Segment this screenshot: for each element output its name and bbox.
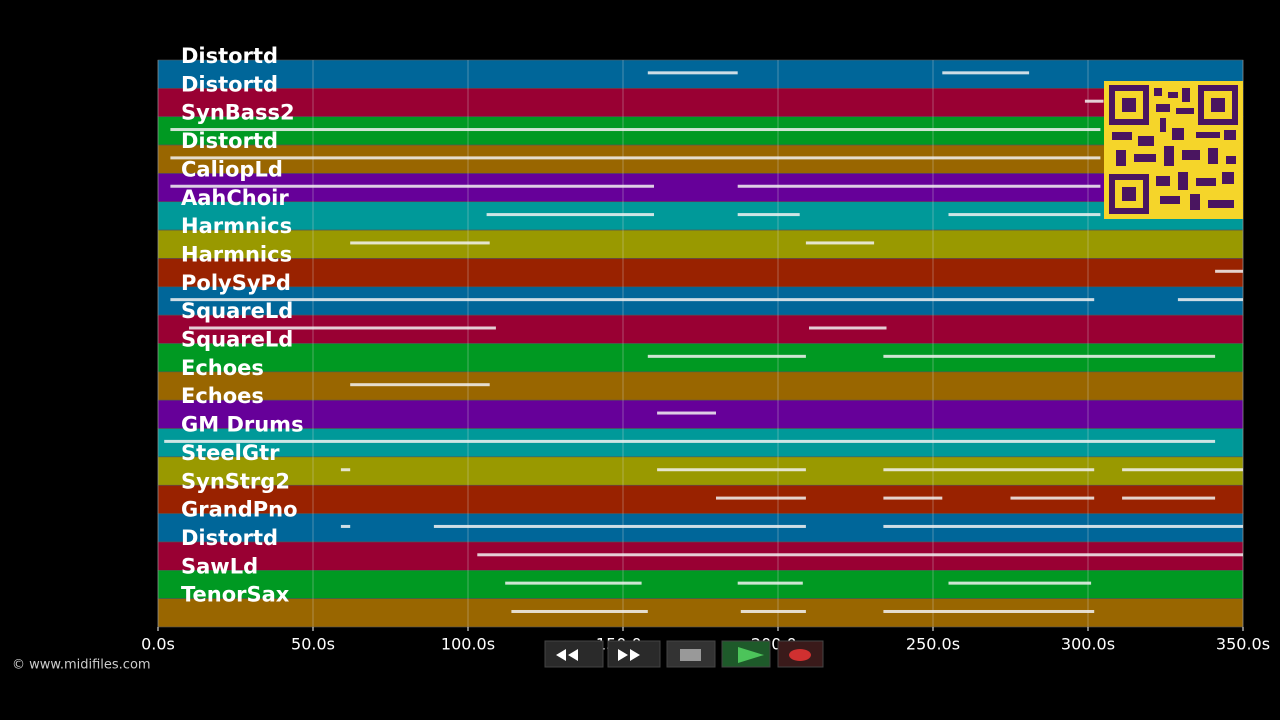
note: [942, 71, 1030, 75]
note: [805, 241, 875, 245]
track-label: Echoes: [181, 384, 264, 408]
tick-label: 50.0s: [291, 635, 335, 654]
note: [883, 609, 1095, 613]
qr-dot: [1122, 187, 1136, 201]
note: [164, 439, 1216, 443]
qr-finder: [1198, 85, 1238, 125]
note: [189, 326, 496, 330]
stop-button[interactable]: [666, 640, 716, 668]
qr-dot: [1211, 98, 1225, 112]
note: [883, 468, 1095, 472]
note: [647, 71, 738, 75]
tick-label: 0.0s: [141, 635, 175, 654]
note: [1122, 496, 1216, 500]
note: [511, 609, 648, 613]
track-label: Distortd: [181, 72, 278, 96]
track-label: SynStrg2: [181, 469, 290, 493]
qr-dot: [1122, 98, 1136, 112]
track-label: GrandPno: [181, 498, 298, 522]
record-icon: [789, 649, 811, 661]
note: [486, 213, 654, 217]
note: [433, 524, 806, 528]
track-label: Echoes: [181, 356, 264, 380]
note: [477, 553, 1243, 557]
note: [716, 496, 806, 500]
note: [170, 184, 654, 188]
forward-button[interactable]: [607, 640, 661, 668]
note: [505, 581, 642, 585]
note: [737, 184, 1101, 188]
track-band: [157, 258, 1244, 288]
note: [340, 524, 351, 528]
credit: © www.midifiles.com: [12, 658, 151, 673]
note: [170, 156, 1101, 160]
track-label: SynBass2: [181, 101, 295, 125]
track-label: PolySyPd: [181, 271, 291, 295]
track-label: Distortd: [181, 44, 278, 68]
track-band: [157, 88, 1244, 117]
note: [170, 298, 1095, 302]
track-label: SteelGtr: [181, 441, 280, 465]
note: [1010, 496, 1095, 500]
note: [740, 609, 806, 613]
qr-finder: [1109, 174, 1149, 214]
track-label: SquareLd: [181, 299, 293, 323]
track-label: AahChoir: [181, 186, 289, 210]
track-label: Distortd: [181, 129, 278, 153]
track-label: TenorSax: [181, 583, 290, 607]
note: [170, 128, 1101, 132]
note: [883, 354, 1216, 358]
rewind-button[interactable]: [544, 640, 604, 668]
note: [948, 213, 1101, 217]
stop-icon: [680, 649, 701, 661]
note: [657, 468, 806, 472]
track-bands: [157, 59, 1244, 628]
rewind-icon: [556, 649, 578, 661]
track-labels: Distortd Distortd SynBass2 Distortd CaliopLd…: [181, 44, 304, 607]
forward-icon: [618, 649, 640, 661]
play-button[interactable]: [721, 640, 771, 668]
note: [1084, 99, 1104, 103]
track-band: [157, 598, 1244, 628]
transport-controls: [544, 640, 824, 668]
tick-label: 300.0s: [1061, 635, 1115, 654]
note: [1177, 298, 1243, 302]
track-label: Harmnics: [181, 214, 292, 238]
track-label: Distortd: [181, 526, 278, 550]
qr-modules: [1112, 88, 1236, 210]
note: [340, 468, 351, 472]
note: [350, 383, 490, 387]
note: [350, 241, 490, 245]
track-label: SquareLd: [181, 328, 293, 352]
note: [809, 326, 887, 330]
qr-code: [1104, 81, 1243, 219]
qr-finder: [1109, 85, 1149, 125]
note: [883, 496, 943, 500]
note: [948, 581, 1092, 585]
track-label: CaliopLd: [181, 157, 283, 181]
time-grid: [157, 60, 1244, 627]
note: [647, 354, 806, 358]
play-icon: [738, 647, 764, 663]
track-label: GM Drums: [181, 413, 304, 437]
record-button[interactable]: [777, 640, 824, 668]
notes: [164, 71, 1243, 613]
note: [883, 524, 1243, 528]
track-label: Harmnics: [181, 242, 292, 266]
track-band: [157, 371, 1244, 401]
tick-label: 350.0s: [1216, 635, 1270, 654]
note: [737, 581, 803, 585]
note: [1215, 269, 1243, 273]
note: [737, 213, 800, 217]
track-band: [157, 229, 1244, 259]
note: [1122, 468, 1243, 472]
tick-label: 100.0s: [441, 635, 495, 654]
tick-label: 250.0s: [906, 635, 960, 654]
note: [657, 411, 716, 415]
track-label: SawLd: [181, 554, 258, 578]
